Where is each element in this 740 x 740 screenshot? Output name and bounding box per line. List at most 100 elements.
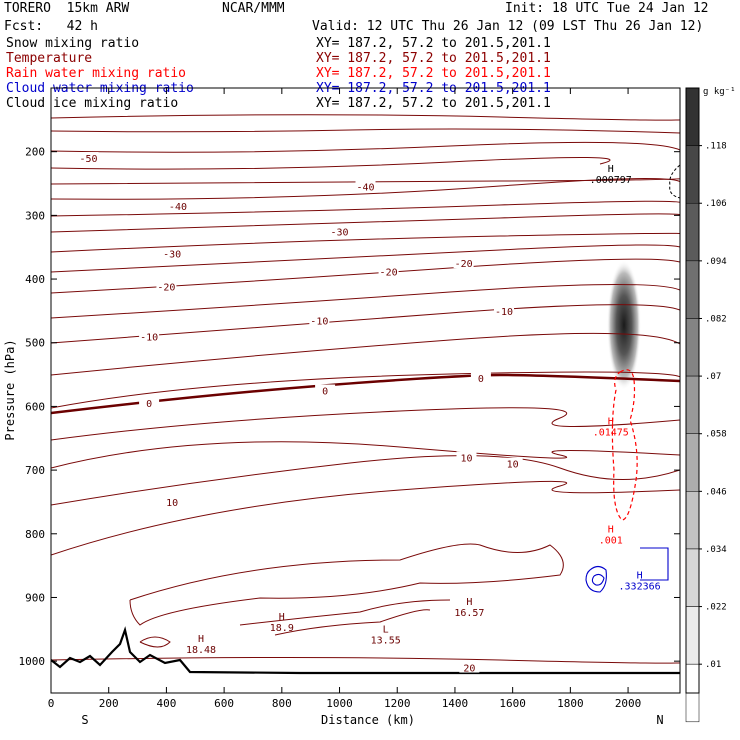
xy-snow: XY= 187.2, 57.2 to 201.5,201.1 [316,36,551,51]
contour-label-bg [309,314,330,326]
contour-label-bg [493,304,514,316]
field-cloud-ice: Cloud ice mixing ratio [6,96,179,111]
contour-label-bg [456,451,477,463]
temperature-contours [51,114,680,664]
colorbar-tick-label: .082 [705,314,727,324]
model-title: TORERO 15km ARW [4,1,130,16]
colorbar-swatch [685,318,700,377]
xy-rain: XY= 187.2, 57.2 to 201.5,201.1 [316,66,551,81]
colorbar-tick-label: .094 [705,257,727,267]
colorbar-tick-label: .058 [705,430,727,440]
contour-label-bg [470,371,491,383]
extremum-value: 16.57 [454,608,484,619]
field-rain: Rain water mixing ratio [6,66,187,81]
colorbar-tick-label: .118 [705,142,727,152]
y-axis-title: Pressure (hPa) [3,339,17,440]
extremum-marker: H [608,416,614,427]
x-tick-label: 0 [48,697,55,710]
colorbar: .118 .106 .094 .082 .07 .058 .046 .034 .022 .01 [685,87,727,723]
contour-label: 10 [166,498,178,509]
x-tick-label: 2000 [615,697,642,710]
contour-label-bg [502,457,523,469]
freezing-level-line [51,373,680,415]
terrain-line [51,626,680,675]
x-tick-label: 1000 [326,697,353,710]
contour-label: -50 [79,154,97,165]
colorbar-swatch [685,548,700,607]
y-tick-label: 400 [25,273,45,286]
extremum-marker: H [637,570,643,581]
colorbar-tick-label: .046 [705,487,727,497]
extrema-labels: H.000797H.01475H.001H.332366H16.57L13.55… [186,164,661,656]
contour-label: -10 [495,307,513,318]
contour-label: 0 [478,374,484,385]
plot-frame [50,87,681,694]
colorbar-tick-label: .07 [705,372,721,382]
colorbar-tick-label: .106 [705,199,727,209]
y-tick-label: 700 [25,464,45,477]
extremum-marker: H [279,612,285,623]
contour-label-bg [156,280,177,292]
colorbar-swatch [685,491,700,550]
extremum-marker: L [383,625,389,636]
contour-label-bg [139,397,160,409]
colorbar-swatch [685,433,700,492]
x-tick-label: 600 [214,697,234,710]
extremum-marker: H [608,164,614,175]
colorbar-swatch [685,375,700,434]
xy-cloud-ice: XY= 187.2, 57.2 to 201.5,201.1 [316,96,551,111]
contour-label-bg [78,152,99,164]
contour-label: -10 [310,316,328,327]
field-snow: Snow mixing ratio [6,36,140,51]
contour-label-bg [459,661,480,673]
extremum-value: .332366 [619,581,661,592]
contour-label-bg [315,384,336,396]
x-axis-north-label: N [656,713,663,727]
x-tick-label: 200 [99,697,119,710]
extremum-value: 13.55 [371,636,401,647]
y-tick-label: 1000 [19,655,46,668]
org-label: NCAR/MMM [222,1,285,16]
x-tick-label: 400 [156,697,176,710]
y-tick-label: 600 [25,400,45,413]
snow-shading [607,260,641,390]
field-temperature: Temperature [6,51,93,66]
x-tick-label: 1400 [442,697,469,710]
x-tick-label: 1600 [499,697,526,710]
x-tick-label: 800 [272,697,292,710]
extremum-value: 18.9 [270,623,294,634]
extremum-value: 18.48 [186,645,216,656]
x-axis: 0 200 400 600 800 1000 1200 1400 1600 1800 2000 [48,88,642,710]
cloud-water-contours [585,547,669,593]
xy-temperature: XY= 187.2, 57.2 to 201.5,201.1 [316,51,551,66]
extremum-value: .000797 [590,175,632,186]
contour-label: -20 [380,267,398,278]
snow-contour [669,164,680,199]
contour-label-bg [167,199,188,211]
contour-label-bg [162,247,183,259]
y-tick-label: 300 [25,209,45,222]
y-tick-label: 900 [25,591,45,604]
forecast-hour: Fcst: 42 h [4,19,98,34]
contour-label-bg [139,330,160,342]
contour-label: -30 [163,250,181,261]
y-tick-label: 200 [25,146,45,159]
colorbar-swatch [685,606,700,665]
valid-time: Valid: 12 UTC Thu 26 Jan 12 (09 LST Thu … [312,19,704,34]
contour-label: -20 [455,259,473,270]
x-axis-south-label: S [81,713,88,727]
extremum-marker: H [608,525,614,536]
colorbar-tick-label: .01 [705,660,721,670]
colorbar-swatch [685,202,700,262]
extremum-value: .01475 [593,427,629,438]
extremum-marker: H [466,597,472,608]
colorbar-tick-label: .022 [705,603,727,613]
contour-label: 10 [507,460,519,471]
extremum-value: .001 [599,536,623,547]
extremum-marker: H [198,634,204,645]
y-tick-label: 800 [25,528,45,541]
contour-label: 0 [322,387,328,398]
contour-label: -30 [331,227,349,238]
colorbar-swatch [685,145,700,204]
